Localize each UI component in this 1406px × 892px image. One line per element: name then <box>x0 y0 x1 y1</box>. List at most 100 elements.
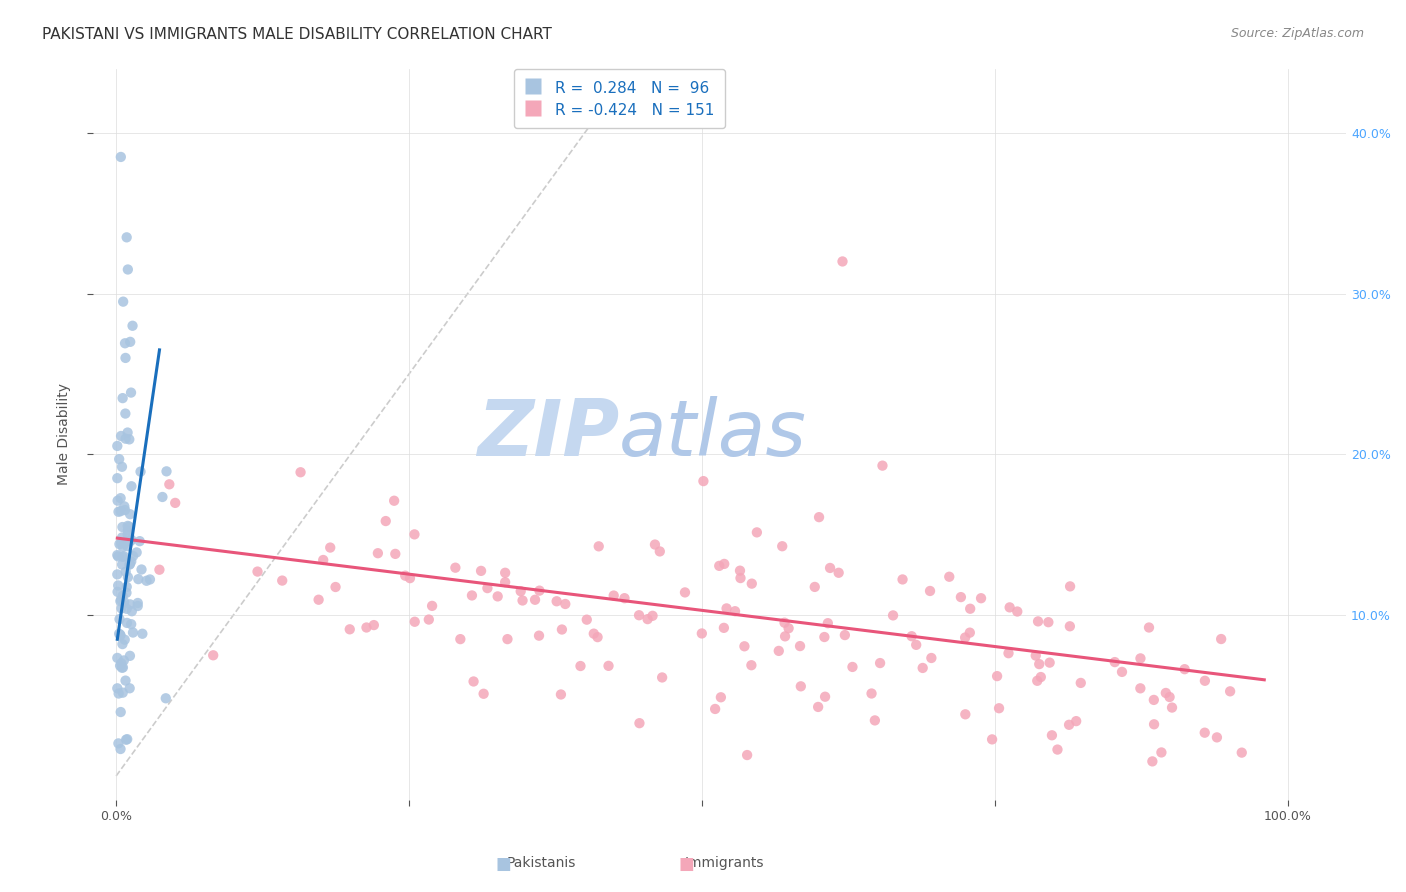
Point <box>494 575 516 590</box>
Point <box>986 669 1008 683</box>
Point <box>114 351 136 365</box>
Point <box>107 493 129 508</box>
Point <box>575 613 598 627</box>
Point <box>114 336 136 351</box>
Point <box>959 625 981 640</box>
Point <box>384 547 406 561</box>
Point <box>1104 655 1126 669</box>
Point <box>111 686 134 700</box>
Point <box>789 639 811 653</box>
Point <box>105 548 128 562</box>
Point <box>1129 651 1152 665</box>
Point <box>527 629 550 643</box>
Point <box>841 660 863 674</box>
Point <box>644 537 666 551</box>
Point <box>120 479 142 493</box>
Point <box>319 541 342 555</box>
Point <box>509 584 531 599</box>
Point <box>152 490 174 504</box>
Point <box>1029 670 1052 684</box>
Point <box>790 679 813 693</box>
Point <box>165 496 187 510</box>
Point <box>461 589 484 603</box>
Point <box>938 570 960 584</box>
Point <box>108 537 131 551</box>
Point <box>114 565 136 579</box>
Point <box>818 561 841 575</box>
Point <box>641 608 664 623</box>
Point <box>628 716 651 731</box>
Point <box>131 626 153 640</box>
Point <box>114 673 136 688</box>
Point <box>920 651 942 665</box>
Point <box>382 493 405 508</box>
Point <box>551 623 574 637</box>
Point <box>1142 755 1164 769</box>
Point <box>900 629 922 643</box>
Point <box>112 294 135 309</box>
Point <box>122 549 145 563</box>
Point <box>107 686 129 700</box>
Point <box>114 407 136 421</box>
Point <box>118 433 141 447</box>
Point <box>1057 718 1080 732</box>
Point <box>602 589 624 603</box>
Point <box>111 531 134 545</box>
Point <box>905 638 928 652</box>
Point <box>831 254 853 268</box>
Point <box>704 702 727 716</box>
Point <box>981 732 1004 747</box>
Point <box>1159 690 1181 704</box>
Point <box>724 604 747 618</box>
Point <box>325 580 347 594</box>
Point <box>1230 746 1253 760</box>
Point <box>110 593 132 607</box>
Point <box>120 598 142 612</box>
Point <box>1143 693 1166 707</box>
Point <box>131 562 153 576</box>
Point <box>692 474 714 488</box>
Point <box>111 589 134 603</box>
Point <box>120 534 142 549</box>
Point <box>554 597 576 611</box>
Point <box>115 580 138 594</box>
Point <box>582 626 605 640</box>
Point <box>827 566 849 580</box>
Point <box>1174 662 1197 676</box>
Point <box>546 594 568 608</box>
Point <box>628 608 651 623</box>
Point <box>770 539 793 553</box>
Point <box>111 391 134 405</box>
Point <box>1064 714 1087 728</box>
Text: Pakistanis: Pakistanis <box>506 856 576 871</box>
Point <box>111 660 134 674</box>
Point <box>713 557 735 571</box>
Point <box>494 566 516 580</box>
Point <box>1028 657 1050 672</box>
Point <box>202 648 225 663</box>
Point <box>120 533 142 547</box>
Point <box>115 732 138 747</box>
Point <box>1026 673 1049 688</box>
Point <box>730 571 752 585</box>
Point <box>356 620 378 634</box>
Point <box>110 536 132 550</box>
Point <box>155 691 177 706</box>
Point <box>110 601 132 615</box>
Point <box>1143 717 1166 731</box>
Point <box>1154 686 1177 700</box>
Text: ■: ■ <box>495 855 512 872</box>
Point <box>803 580 825 594</box>
Text: atlas: atlas <box>619 396 807 472</box>
Point <box>1038 615 1060 630</box>
Point <box>120 554 142 568</box>
Point <box>110 150 132 164</box>
Point <box>1194 673 1216 688</box>
Point <box>745 525 768 540</box>
Point <box>808 510 831 524</box>
Point <box>740 658 762 673</box>
Point <box>129 465 152 479</box>
Point <box>107 505 129 519</box>
Point <box>713 621 735 635</box>
Point <box>121 318 143 333</box>
